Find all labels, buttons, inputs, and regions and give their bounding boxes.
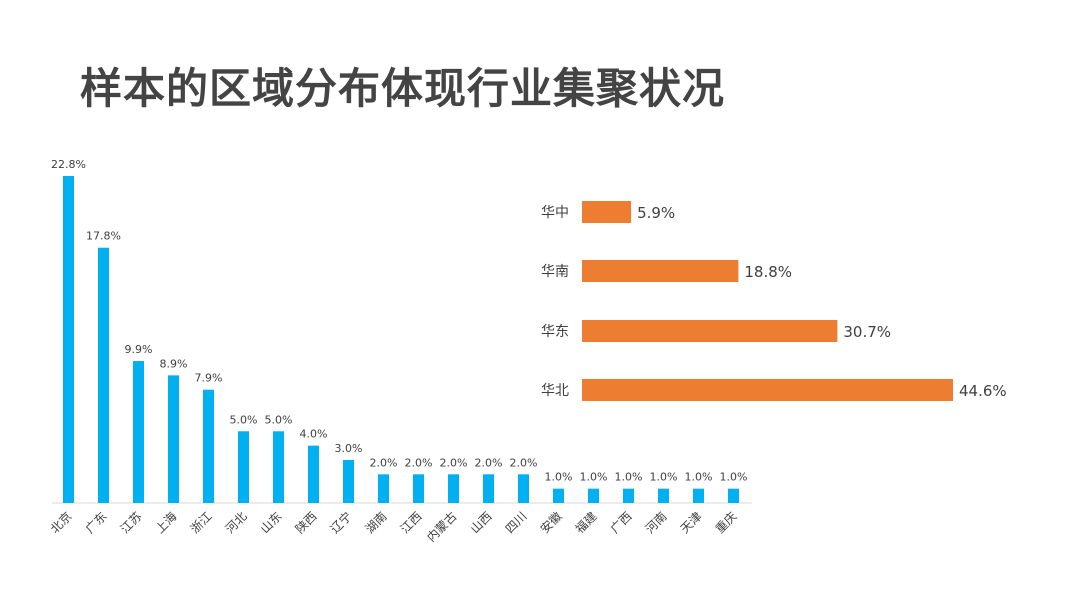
- bar-辽宁: [343, 459, 354, 503]
- bar-重庆: [728, 488, 739, 503]
- bar-河北: [238, 431, 249, 503]
- hbar-value-label: 44.6%: [959, 382, 1007, 400]
- bar-value-label: 2.0%: [370, 456, 398, 469]
- bar-value-label: 2.0%: [510, 456, 538, 469]
- bar-value-label: 4.0%: [300, 428, 328, 441]
- hbar-value-label: 18.8%: [744, 263, 792, 281]
- hbar-value-label: 30.7%: [843, 323, 891, 341]
- bar-value-label: 3.0%: [335, 442, 363, 455]
- bar-广西: [623, 488, 634, 503]
- bar-value-label: 1.0%: [720, 471, 748, 484]
- bar-福建: [588, 488, 599, 503]
- bar-上海: [168, 375, 179, 503]
- bar-河南: [658, 488, 669, 503]
- bar-内蒙古: [448, 474, 459, 503]
- hbar-华南: [582, 260, 739, 282]
- hbar-华东: [582, 320, 838, 342]
- bar-value-label: 22.8%: [51, 158, 86, 171]
- bar-天津: [693, 488, 704, 503]
- bar-四川: [518, 474, 529, 503]
- bar-value-label: 1.0%: [685, 471, 713, 484]
- bar-江苏: [133, 361, 144, 503]
- bar-value-label: 7.9%: [195, 372, 223, 385]
- y-tick-label: 华东: [541, 324, 569, 340]
- hbar-value-label: 5.9%: [637, 204, 675, 222]
- y-tick-label: 华中: [541, 205, 569, 221]
- bar-value-label: 17.8%: [86, 230, 121, 243]
- bar-value-label: 8.9%: [160, 357, 188, 370]
- bar-value-label: 1.0%: [650, 471, 678, 484]
- bar-value-label: 2.0%: [440, 456, 468, 469]
- page-title: 样本的区域分布体现行业集聚状况: [80, 64, 726, 113]
- bar-value-label: 5.0%: [265, 413, 293, 426]
- bar-value-label: 1.0%: [615, 471, 643, 484]
- bar-value-label: 1.0%: [545, 471, 573, 484]
- bar-湖南: [378, 474, 389, 503]
- bar-山东: [273, 431, 284, 503]
- bar-陕西: [308, 445, 319, 503]
- bar-江西: [413, 474, 424, 503]
- bar-广东: [98, 247, 109, 503]
- bar-安徽: [553, 488, 564, 503]
- bar-value-label: 9.9%: [125, 343, 153, 356]
- bar-浙江: [203, 389, 214, 503]
- bar-value-label: 5.0%: [230, 413, 258, 426]
- y-tick-label: 华南: [541, 264, 569, 280]
- y-tick-label: 华北: [541, 383, 569, 399]
- bar-value-label: 1.0%: [580, 471, 608, 484]
- hbar-华北: [582, 379, 953, 401]
- bar-value-label: 2.0%: [405, 456, 433, 469]
- bar-山西: [483, 474, 494, 503]
- hbar-华中: [582, 201, 632, 223]
- bar-value-label: 2.0%: [475, 456, 503, 469]
- bar-北京: [63, 176, 74, 503]
